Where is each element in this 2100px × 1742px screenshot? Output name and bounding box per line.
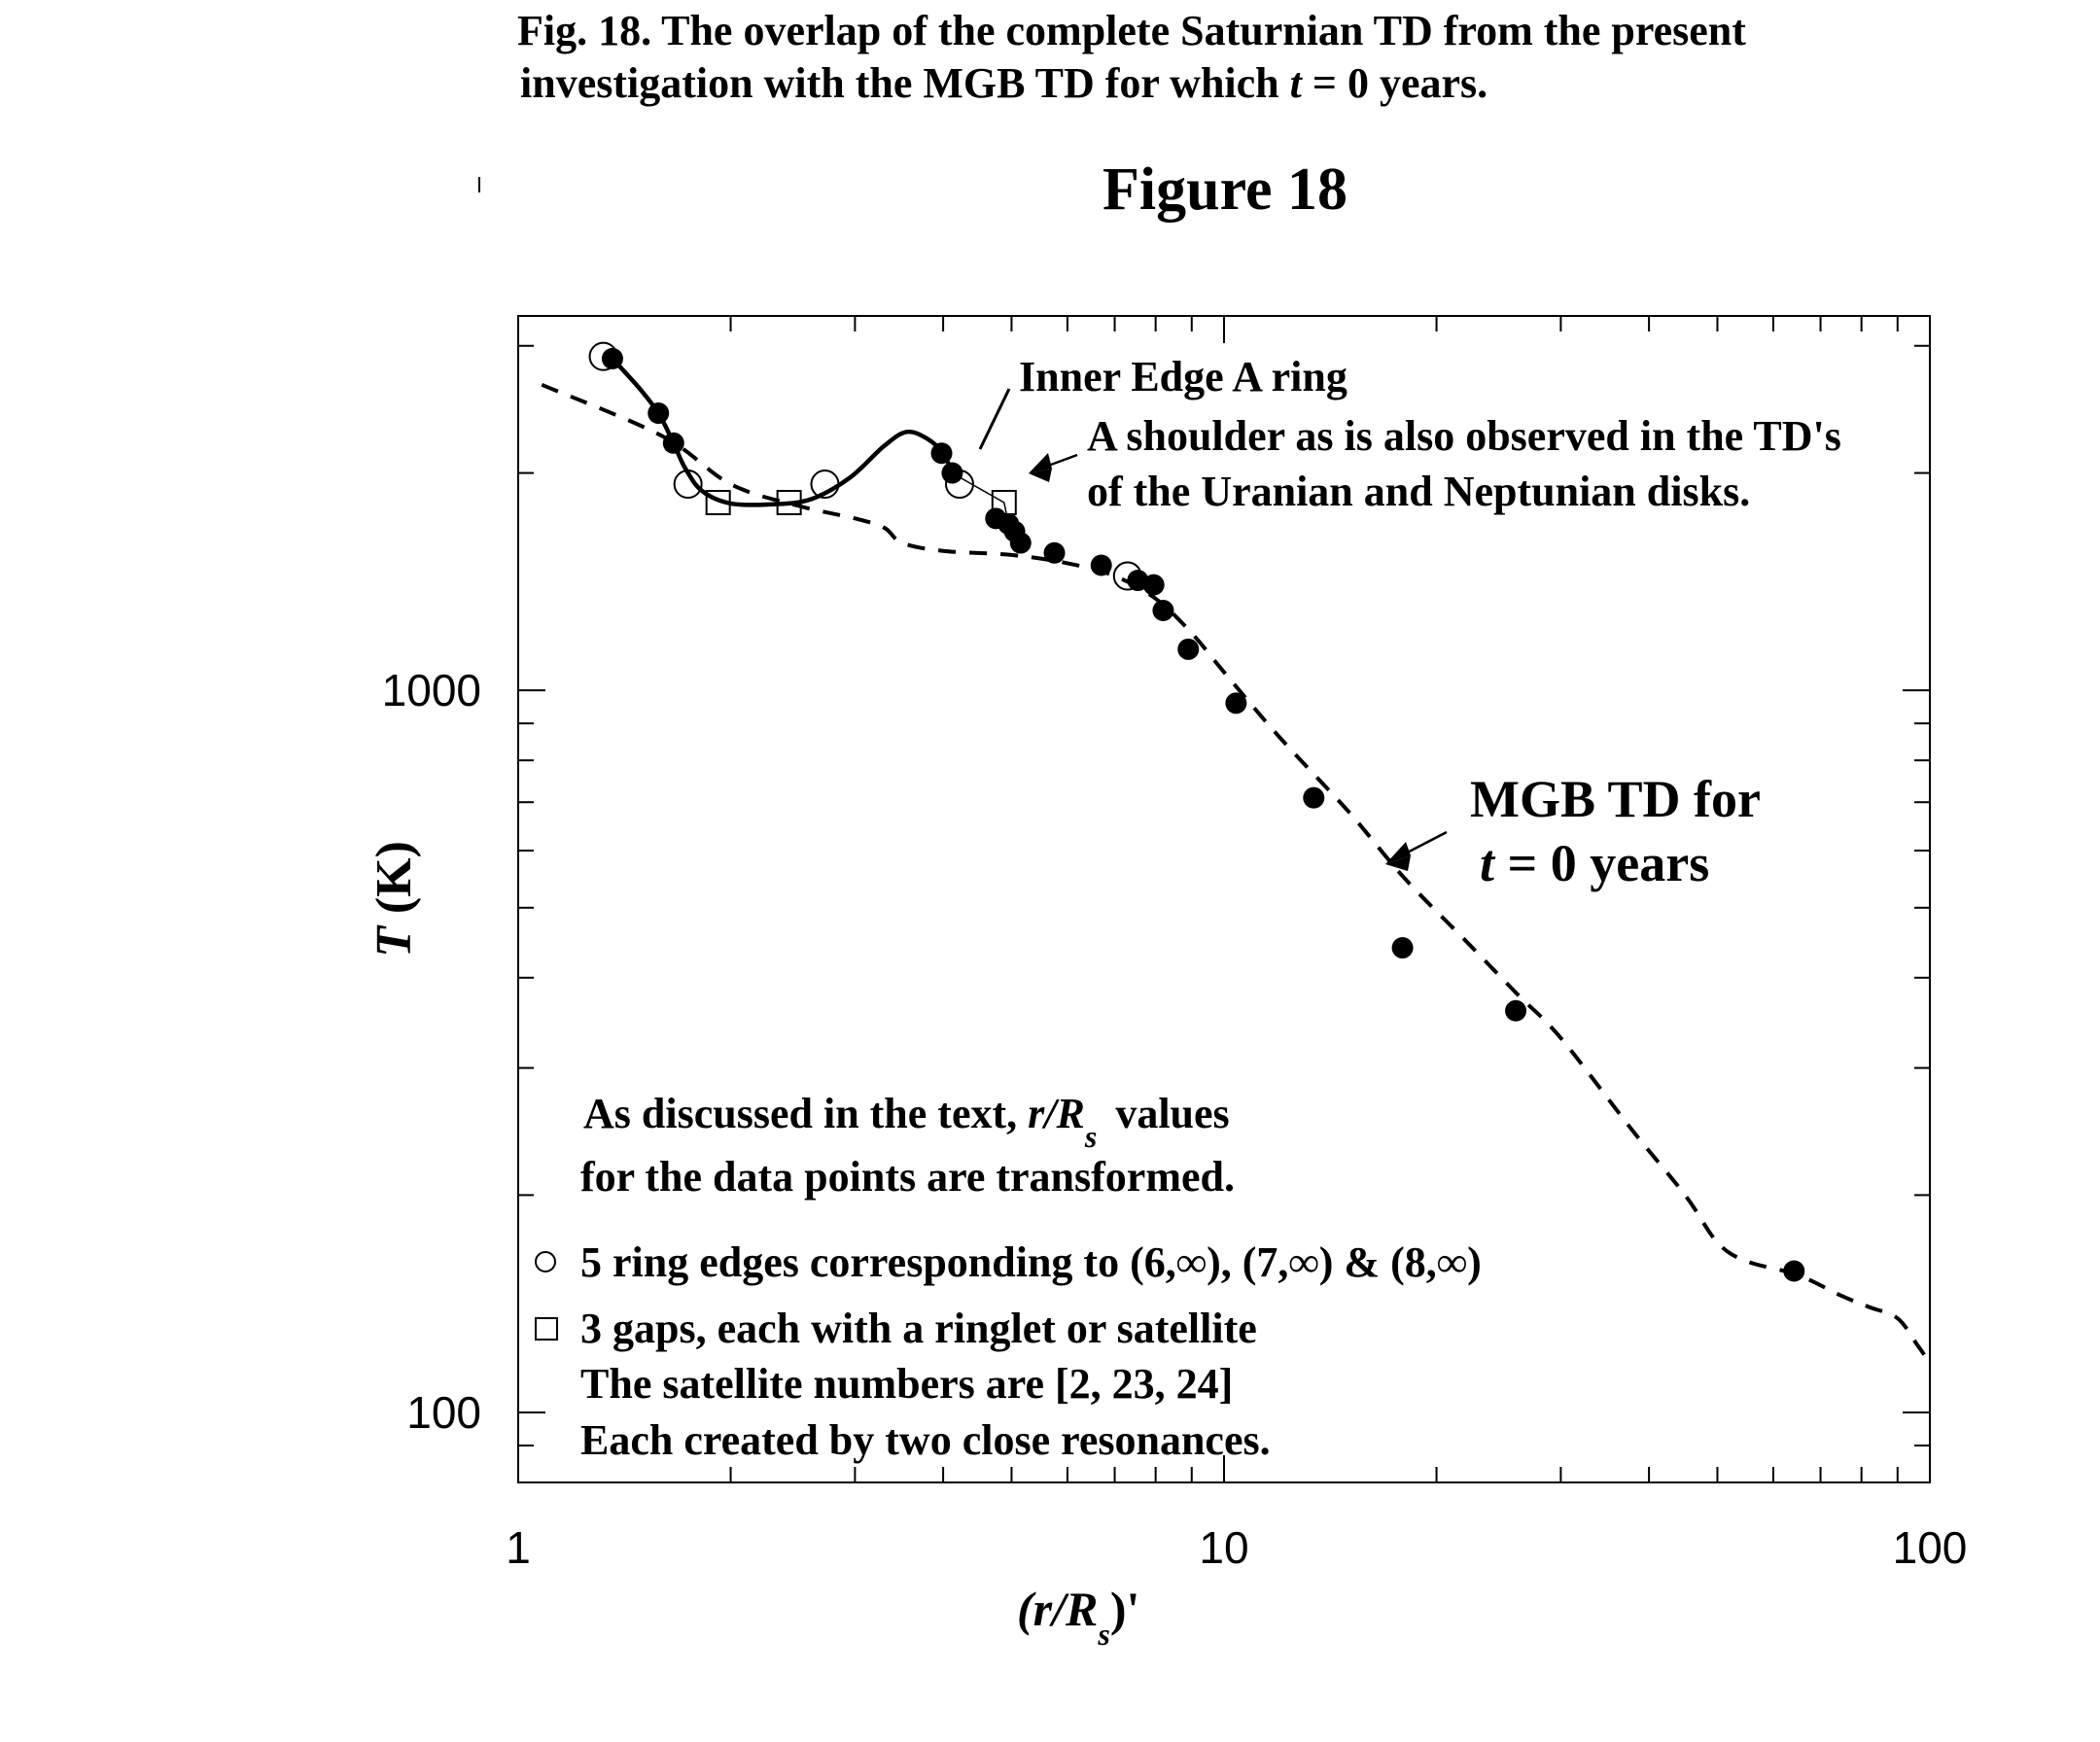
data-point	[1783, 1260, 1805, 1282]
data-point	[1043, 541, 1066, 564]
annotation-shoulder-line-1: A shoulder as is also observed in the TD…	[1087, 412, 1841, 460]
y-axis-label: T (K)	[367, 841, 422, 958]
x-tick-label: 100	[1893, 1522, 1968, 1573]
data-point	[1152, 600, 1174, 622]
data-point	[662, 432, 684, 454]
ring-edge-point	[944, 470, 974, 500]
inner-edge-pointer	[978, 388, 1011, 450]
shoulder-arrow	[1029, 453, 1078, 482]
data-point	[930, 442, 953, 465]
caption-line-2: investigation with the MGB TD for which …	[520, 59, 1488, 107]
x-tick-label: 1	[506, 1522, 531, 1573]
legend-circle-entry: 5 ring edges corresponding to (6,∞), (7,…	[580, 1238, 1482, 1286]
chart-title: Figure 18	[1102, 157, 1348, 223]
y-tick-label: 100	[406, 1387, 481, 1438]
data-point	[1009, 532, 1032, 554]
annotation-mgb-line-2: t = 0 years	[1480, 834, 1709, 892]
ring-edge-point	[588, 341, 618, 371]
legend-square-entry: 3 gaps, each with a ringlet or satellite	[580, 1305, 1257, 1352]
data-point	[1177, 638, 1200, 660]
note-line-1: As discussed in the text, r/Rs values	[583, 1090, 1230, 1154]
legend: 5 ring edges corresponding to (6,∞), (7,…	[535, 1238, 1482, 1464]
mgb-arrow	[1385, 830, 1448, 871]
x-axis-label: (r/Rs)'	[1017, 1582, 1139, 1652]
note-line-2: for the data points are transformed.	[580, 1153, 1235, 1201]
legend-line-3: The satellite numbers are [2, 23, 24]	[580, 1360, 1233, 1408]
ring-edge-point	[673, 470, 703, 500]
axis-tick-labels: 1 10 100 100 1000	[382, 665, 1968, 1573]
annotation-mgb-line-1: MGB TD for	[1470, 770, 1761, 828]
data-point	[648, 402, 670, 425]
data-point	[1505, 999, 1527, 1022]
x-tick-label: 10	[1199, 1522, 1248, 1573]
annotation-shoulder-line-2: of the Uranian and Neptunian disks.	[1087, 468, 1750, 515]
caption-line-1: Fig. 18. The overlap of the complete Satu…	[517, 7, 1746, 54]
data-point	[1391, 937, 1414, 959]
axis-ticks	[517, 316, 1930, 1483]
data-point	[1225, 692, 1247, 714]
data-point	[1142, 574, 1165, 596]
gap-point	[776, 489, 802, 515]
legend-open-circle-marker	[535, 1251, 556, 1272]
y-tick-label: 1000	[382, 665, 481, 715]
markers	[588, 341, 1805, 1282]
gap-point	[705, 489, 731, 515]
data-point	[1303, 786, 1325, 809]
ring-edge-point	[1112, 561, 1142, 591]
legend-open-square-marker	[535, 1317, 558, 1341]
ring-edge-point	[810, 470, 840, 500]
annotation-inner-edge: Inner Edge A ring	[1019, 353, 1348, 401]
mgb-td-dashed-curve	[541, 382, 1931, 1362]
gap-point	[991, 489, 1017, 515]
data-point	[601, 347, 623, 369]
saturnian-td-solid-curve	[611, 357, 955, 507]
legend-line-4: Each created by two close resonances.	[580, 1416, 1271, 1464]
data-point	[1090, 554, 1112, 576]
